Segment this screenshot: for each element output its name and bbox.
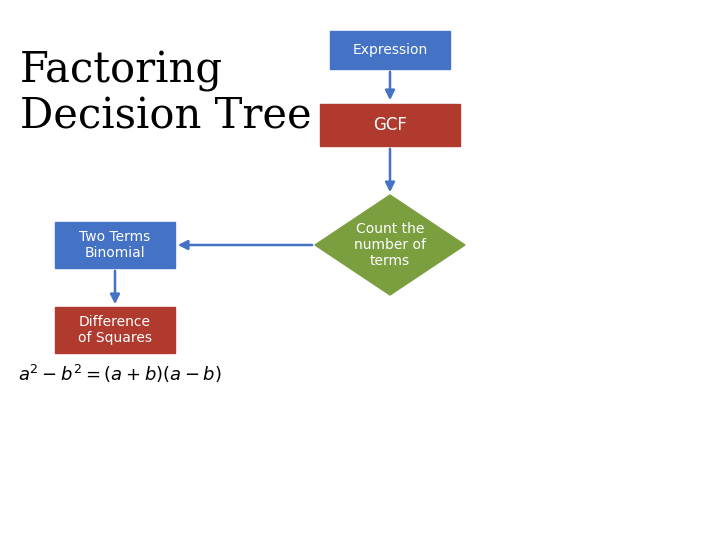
Text: Count the
number of
terms: Count the number of terms xyxy=(354,222,426,268)
FancyBboxPatch shape xyxy=(320,104,460,146)
Text: Expression: Expression xyxy=(352,43,428,57)
Polygon shape xyxy=(315,195,465,295)
Text: Difference
of Squares: Difference of Squares xyxy=(78,315,152,345)
Text: Factoring
Decision Tree: Factoring Decision Tree xyxy=(20,50,312,137)
Text: $a^2 - b^2 = (a+b)(a-b)$: $a^2 - b^2 = (a+b)(a-b)$ xyxy=(18,363,222,385)
Text: Two Terms
Binomial: Two Terms Binomial xyxy=(79,230,150,260)
FancyBboxPatch shape xyxy=(330,31,450,69)
FancyBboxPatch shape xyxy=(55,307,175,353)
Text: GCF: GCF xyxy=(373,116,407,134)
FancyBboxPatch shape xyxy=(55,222,175,268)
